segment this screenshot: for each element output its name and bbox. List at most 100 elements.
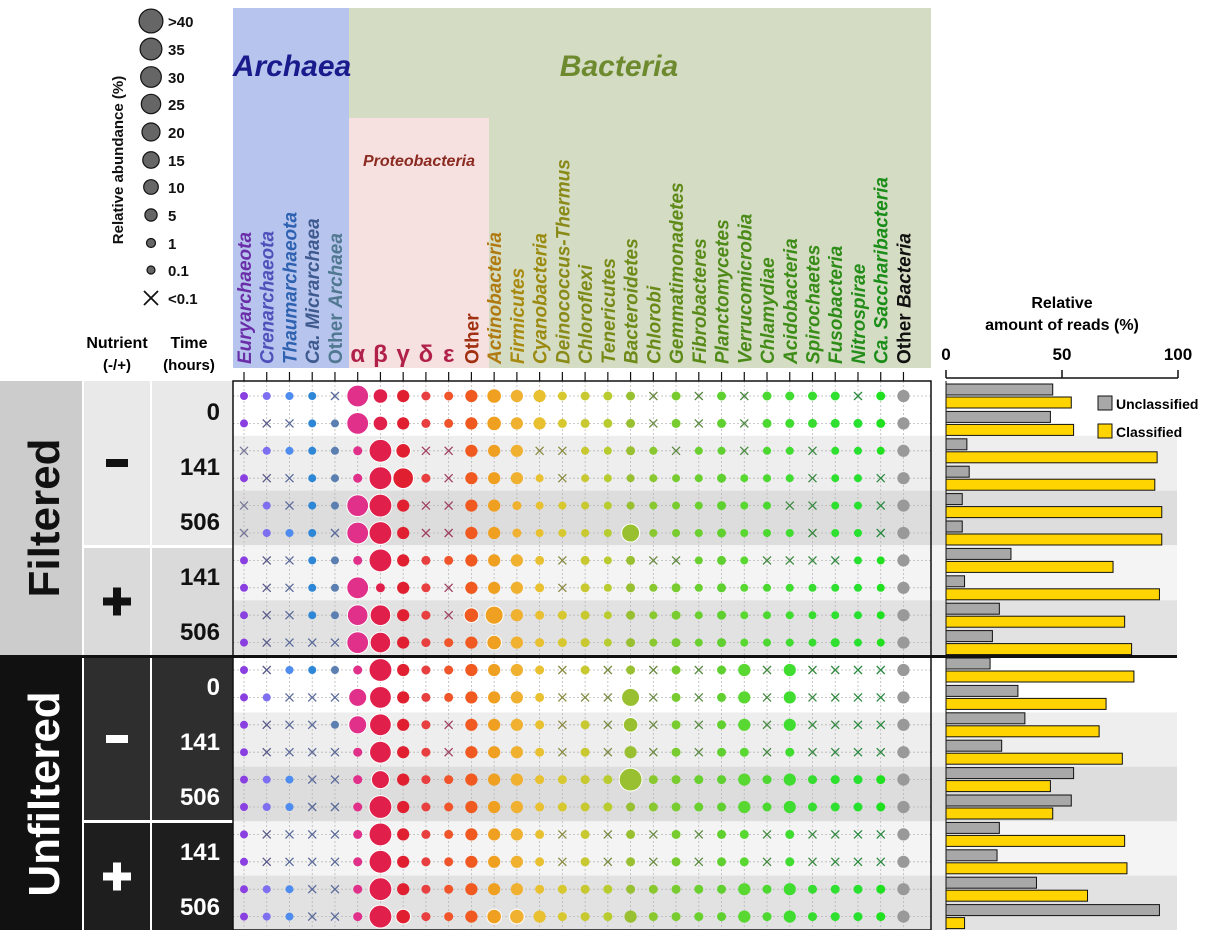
abundance-bubble [240,419,248,428]
taxon-label: Ca. Micrarchaea [303,218,324,364]
abundance-bubble [421,720,431,730]
abundance-bubble [285,885,294,894]
abundance-bubble [533,910,546,923]
abundance-bubble [558,529,567,537]
abundance-bubble [808,884,817,894]
abundance-bubble [785,829,795,839]
abundance-bubble [375,583,385,593]
abundance-bubble [488,581,501,594]
absent-cross [285,638,294,648]
absent-cross [876,665,886,675]
abundance-bubble [717,418,727,428]
abundance-bubble [488,472,501,485]
taxon-label: Actinobacteria [485,232,506,365]
abundance-bubble [392,467,415,490]
legend-label: <0.1 [168,291,198,308]
bacteria-label: Bacteria [560,50,678,83]
abundance-bubble [738,663,751,677]
time-label: 141 [180,729,220,756]
taxon-label: ε [443,341,454,368]
abundance-bubble [240,583,248,592]
abundance-bubble [397,663,410,677]
abundance-bubble [785,446,794,455]
abundance-bubble [510,389,523,403]
abundance-bubble [808,418,817,428]
abundance-bubble [831,446,840,455]
abundance-bubble [580,583,590,593]
absent-cross [444,446,454,456]
abundance-bubble [535,529,544,537]
abundance-bubble [648,775,658,785]
abundance-bubble [626,665,636,675]
abundance-bubble [621,523,641,543]
absent-cross [421,528,431,538]
abundance-bubble [353,446,363,456]
abundance-bubble [463,607,480,624]
unclassified-bar [945,684,1019,697]
abundance-bubble [853,775,863,785]
classified-bar [945,889,1089,902]
taxon-label: Deinococcus-Thermus [553,159,574,364]
time-label: 141 [180,564,220,591]
legend-label: 10 [168,180,185,197]
legend-label: 5 [168,208,176,225]
abundance-bubble [308,666,317,674]
legend-label: 1 [168,236,176,253]
abundance-bubble [580,418,590,428]
time-label: 506 [180,509,220,536]
abundance-bubble [397,746,410,759]
abundance-bubble [717,446,726,455]
classified-bar [945,478,1156,491]
taxon-label: Thaumarchaeota [280,212,301,364]
abundance-bubble [465,691,478,704]
abundance-bubble [694,583,703,592]
legend-bubble [139,37,163,61]
time-panel [152,548,233,655]
classified-bar [945,396,1072,409]
abundance-bubble [395,442,411,459]
absent-cross [603,829,613,839]
absent-cross [330,775,340,785]
absent-cross [285,610,294,620]
abundance-bubble [535,610,545,620]
abundance-bubble [510,718,523,731]
absent-cross [762,692,772,702]
abundance-bubble [486,388,502,404]
abundance-bubble [671,692,681,702]
abundance-bubble [421,802,431,812]
abundance-bubble [346,631,370,654]
time-label: 141 [180,454,220,481]
absent-cross [808,857,817,867]
abundance-bubble [762,912,772,922]
abundance-bubble [397,499,410,512]
abundance-bubble [368,822,393,847]
abundance-bubble [740,638,749,647]
unclassified-bar [945,849,998,862]
abundance-bubble [421,473,431,483]
abundance-bubble [694,775,704,785]
abundance-bubble [580,610,590,620]
abundance-bubble [444,857,454,867]
abundance-bubble [717,610,727,620]
legend-bubble [146,265,156,275]
legend-bubble [142,151,160,169]
abundance-bubble [488,855,501,868]
abundance-bubble [853,884,863,894]
abundance-bubble [671,912,681,922]
absent-cross [694,857,704,867]
abundance-bubble [580,802,590,812]
time-panel [152,823,233,930]
taxon-label: Ca. Saccharibacteria [872,177,893,364]
abundance-bubble [557,610,567,620]
abundance-bubble [717,912,727,922]
abundance-bubble [830,418,840,428]
absent-cross [785,555,795,565]
bar-title-2: amount of reads (%) [985,317,1139,334]
abundance-bubble [671,583,681,593]
abundance-bubble [512,501,522,511]
absent-cross [307,884,317,894]
abundance-bubble [488,526,501,540]
abundance-bubble [353,665,363,675]
abundance-bubble [421,391,431,401]
abundance-bubble [808,583,817,592]
